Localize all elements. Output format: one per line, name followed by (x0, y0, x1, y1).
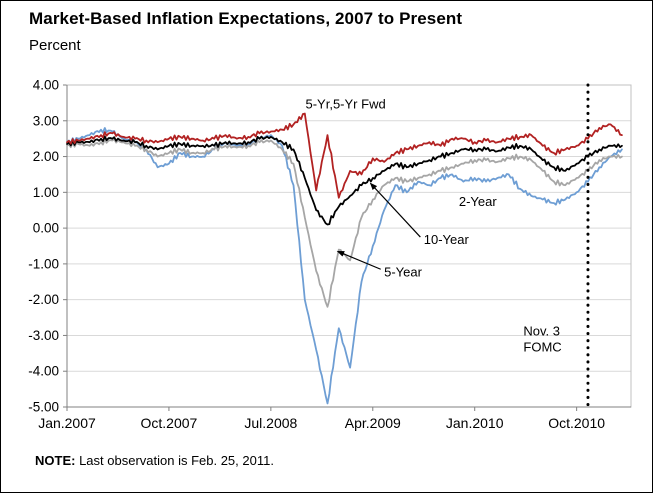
series-line-2-year (66, 127, 623, 405)
annotation-arrow (336, 250, 381, 270)
x-tick-label: Jan.2010 (446, 415, 504, 431)
y-tick-label: 1.00 (33, 185, 59, 200)
note-text: Last observation is Feb. 25, 2011. (75, 453, 274, 468)
chart-note: NOTE: Last observation is Feb. 25, 2011. (35, 453, 274, 468)
annotation-arrow (369, 182, 421, 238)
annotation-label: 5-Yr,5-Yr Fwd (306, 96, 386, 111)
x-tick-label: Oct.2007 (141, 415, 198, 431)
y-tick-label: -5.00 (28, 400, 59, 415)
y-tick-label: -1.00 (28, 256, 59, 271)
x-tick-label: Oct.2010 (548, 415, 605, 431)
y-tick-label: -3.00 (28, 328, 59, 343)
y-tick-label: 0.00 (33, 221, 59, 236)
x-tick-label: Apr.2009 (345, 415, 401, 431)
annotation-label: 5-Year (384, 264, 422, 279)
x-tick-label: Jul.2008 (244, 415, 297, 431)
x-tick-label: Jan.2007 (38, 415, 96, 431)
series-line-10-year (66, 135, 623, 226)
y-axis-unit-label: Percent (29, 37, 81, 54)
plot-border (66, 84, 632, 408)
annotation-label: 10-Year (424, 232, 470, 247)
y-tick-label: -2.00 (28, 292, 59, 307)
y-tick-label: 2.00 (33, 149, 59, 164)
annotation-label: Nov. 3 FOMC (523, 323, 561, 354)
y-tick-label: -4.00 (28, 364, 59, 379)
series-line-5-year (66, 138, 623, 308)
chart-title: Market-Based Inflation Expectations, 200… (29, 9, 463, 28)
y-tick-label: 3.00 (33, 113, 59, 128)
y-tick-label: 4.00 (33, 78, 59, 93)
annotation-label: 2-Year (459, 194, 497, 209)
note-label: NOTE: (35, 453, 76, 468)
series-line-5-yr-5-yr-fwd (66, 112, 623, 199)
